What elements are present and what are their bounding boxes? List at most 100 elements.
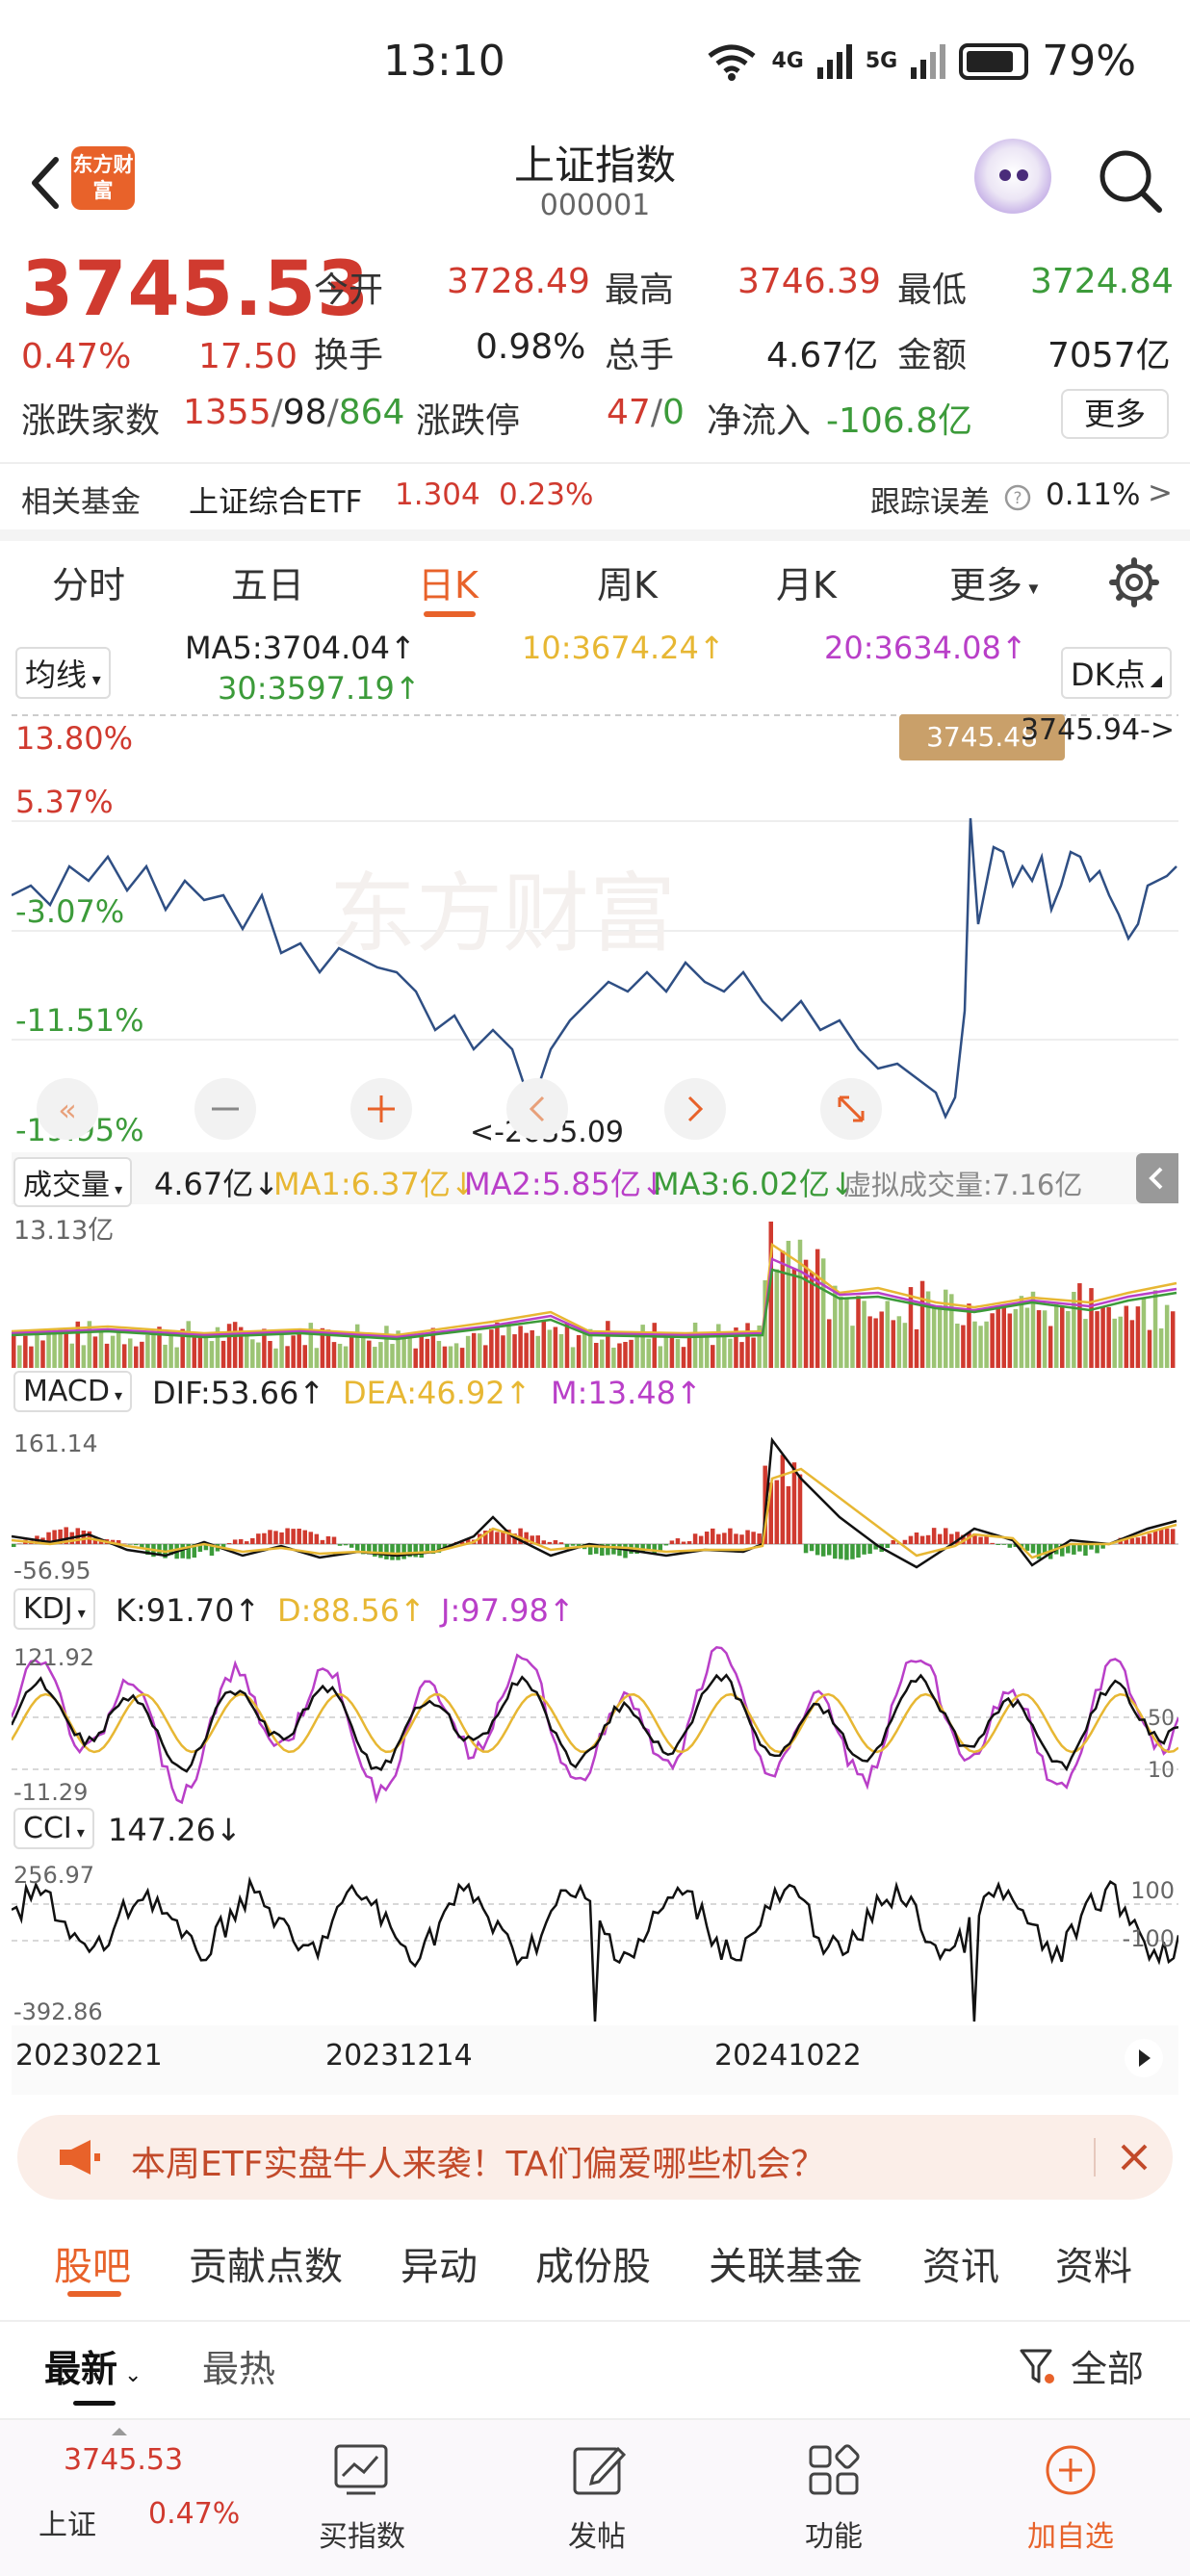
tab-more[interactable]: 更多 ▾	[949, 564, 1039, 606]
volume-bar	[180, 1328, 185, 1368]
macd-bar	[1024, 1544, 1030, 1551]
filter-all[interactable]: 全部	[1071, 2348, 1145, 2390]
tab-guba[interactable]: 股吧	[54, 2245, 131, 2289]
cci-selector[interactable]: CCI ▾	[13, 1808, 94, 1849]
volume-bar	[459, 1348, 465, 1368]
close-icon[interactable]	[1115, 2138, 1153, 2177]
volume-bar	[104, 1343, 110, 1368]
k-line	[12, 1673, 1178, 1773]
current-price: 3745.53	[21, 246, 371, 333]
macd-bar	[873, 1544, 878, 1550]
volume-selector[interactable]: 成交量 ▾	[13, 1157, 133, 1207]
macd-bar	[58, 1529, 63, 1544]
fund-name[interactable]: 上证综合ETF	[189, 485, 363, 520]
tab-linked-funds[interactable]: 关联基金	[709, 2245, 863, 2289]
volume-bar	[611, 1347, 616, 1368]
volume-bar	[23, 1335, 28, 1368]
volume-bar	[711, 1345, 715, 1368]
search-icon[interactable]	[1096, 146, 1165, 216]
volume-bar	[186, 1321, 191, 1368]
chevron-right-icon[interactable]: >	[1148, 476, 1173, 510]
more-quote-button[interactable]: 更多	[1061, 389, 1169, 439]
volume-bar	[955, 1323, 960, 1368]
gear-icon[interactable]	[1107, 555, 1161, 609]
banner-divider	[1094, 2138, 1096, 2177]
macd-dea: DEA:46.92↑	[343, 1375, 531, 1411]
related-fund-row[interactable]: 相关基金 上证综合ETF 1.304 0.23% 跟踪误差 ? 0.11% >	[0, 462, 1190, 529]
volume-bar	[885, 1301, 890, 1368]
date-label: 20230221	[15, 2039, 163, 2073]
kdj-min-label: -11.29	[13, 1779, 88, 1806]
buy-index-label[interactable]: 买指数	[319, 2520, 405, 2554]
grid-apps-icon[interactable]	[807, 2443, 861, 2497]
volume-label: 总手	[605, 336, 675, 375]
function-label[interactable]: 功能	[805, 2520, 863, 2554]
cci-max-label: 256.97	[13, 1862, 94, 1889]
macd-bar	[937, 1533, 943, 1544]
sort-latest[interactable]: 最新 ⌄	[44, 2348, 142, 2390]
tracking-error-label: 跟踪误差	[870, 485, 990, 520]
volume-chart[interactable]: 13.13亿	[12, 1206, 1178, 1368]
tab-profile[interactable]: 资料	[1055, 2245, 1132, 2289]
help-icon[interactable]: ?	[1003, 483, 1032, 512]
tab-anomaly[interactable]: 异动	[401, 2245, 478, 2289]
volume-value: 4.67亿	[766, 336, 879, 375]
bottom-nav: 3745.53 上证 0.47% 买指数 发帖 功能 加自选	[0, 2418, 1190, 2576]
tab-news[interactable]: 资讯	[922, 2245, 999, 2289]
ma-selector[interactable]: 均线 ▾	[15, 647, 111, 699]
svg-text:?: ?	[1013, 489, 1022, 508]
filter-icon[interactable]	[1019, 2347, 1057, 2387]
volume-bar	[495, 1322, 500, 1368]
volume-bar	[1112, 1318, 1117, 1368]
volume-bar	[337, 1343, 343, 1368]
price-chart[interactable]: 东方财富 3745.48 3745.94-> <-2635.09 13.80% …	[12, 712, 1178, 1150]
volume-bar	[69, 1343, 74, 1368]
chevron-left-icon	[1149, 1167, 1163, 1190]
dk-point-selector[interactable]: DK点 ◢	[1061, 647, 1173, 699]
volume-bar	[949, 1294, 954, 1368]
macd-chart[interactable]: 161.14 -56.95	[12, 1421, 1178, 1586]
tab-daily-k[interactable]: 日K	[418, 564, 479, 606]
macd-bar	[1158, 1529, 1164, 1544]
macd-bar	[279, 1532, 284, 1544]
tab-intraday[interactable]: 分时	[52, 564, 126, 606]
network-4g-label: 4G	[771, 49, 804, 73]
macd-selector[interactable]: MACD ▾	[13, 1371, 133, 1412]
macd-bar	[1077, 1544, 1082, 1552]
cci-chart[interactable]: 256.97 -392.86 100 -100	[12, 1860, 1178, 2025]
tab-constituents[interactable]: 成份股	[535, 2245, 651, 2289]
volume-bar	[896, 1316, 902, 1368]
kdj-chart[interactable]: 121.92 -11.29 50 10	[12, 1640, 1178, 1806]
section-divider	[0, 529, 1190, 541]
add-circle-icon[interactable]	[1044, 2443, 1098, 2497]
macd-bar	[518, 1528, 523, 1544]
chart-trend-icon[interactable]	[333, 2443, 389, 2497]
post-label[interactable]: 发帖	[568, 2520, 626, 2554]
tab-contribution[interactable]: 贡献点数	[189, 2245, 343, 2289]
robot-assistant-icon[interactable]	[974, 139, 1051, 216]
volume-bar	[384, 1326, 389, 1368]
add-watchlist-label[interactable]: 加自选	[1027, 2520, 1114, 2554]
edit-post-icon[interactable]	[572, 2443, 626, 2497]
volume-bar	[361, 1334, 366, 1368]
tab-weekly-k[interactable]: 周K	[597, 564, 658, 606]
macd-bar	[232, 1539, 238, 1544]
collapse-panel-button[interactable]	[1136, 1153, 1178, 1203]
tab-five-day[interactable]: 五日	[231, 564, 305, 606]
scroll-left-icon[interactable]	[506, 1078, 568, 1140]
scroll-left-fast-icon[interactable]	[37, 1078, 98, 1140]
macd-bar	[226, 1542, 232, 1544]
promo-banner[interactable]: 本周ETF实盘牛人来袭！TA们偏爱哪些机会？	[17, 2115, 1173, 2200]
volume-bar	[722, 1332, 727, 1368]
volume-bar	[367, 1340, 372, 1368]
scroll-right-icon[interactable]	[664, 1078, 726, 1140]
tab-monthly-k[interactable]: 月K	[776, 564, 837, 606]
back-arrow-icon[interactable]	[19, 144, 73, 221]
volume-bar	[902, 1323, 908, 1368]
dropdown-triangle-icon: ▾	[87, 670, 101, 690]
macd-bar	[64, 1527, 68, 1544]
sort-hot[interactable]: 最热	[202, 2348, 276, 2390]
macd-bar	[611, 1544, 616, 1555]
kdj-selector[interactable]: KDJ ▾	[13, 1588, 95, 1630]
scroll-to-end-button[interactable]	[1125, 2039, 1163, 2077]
